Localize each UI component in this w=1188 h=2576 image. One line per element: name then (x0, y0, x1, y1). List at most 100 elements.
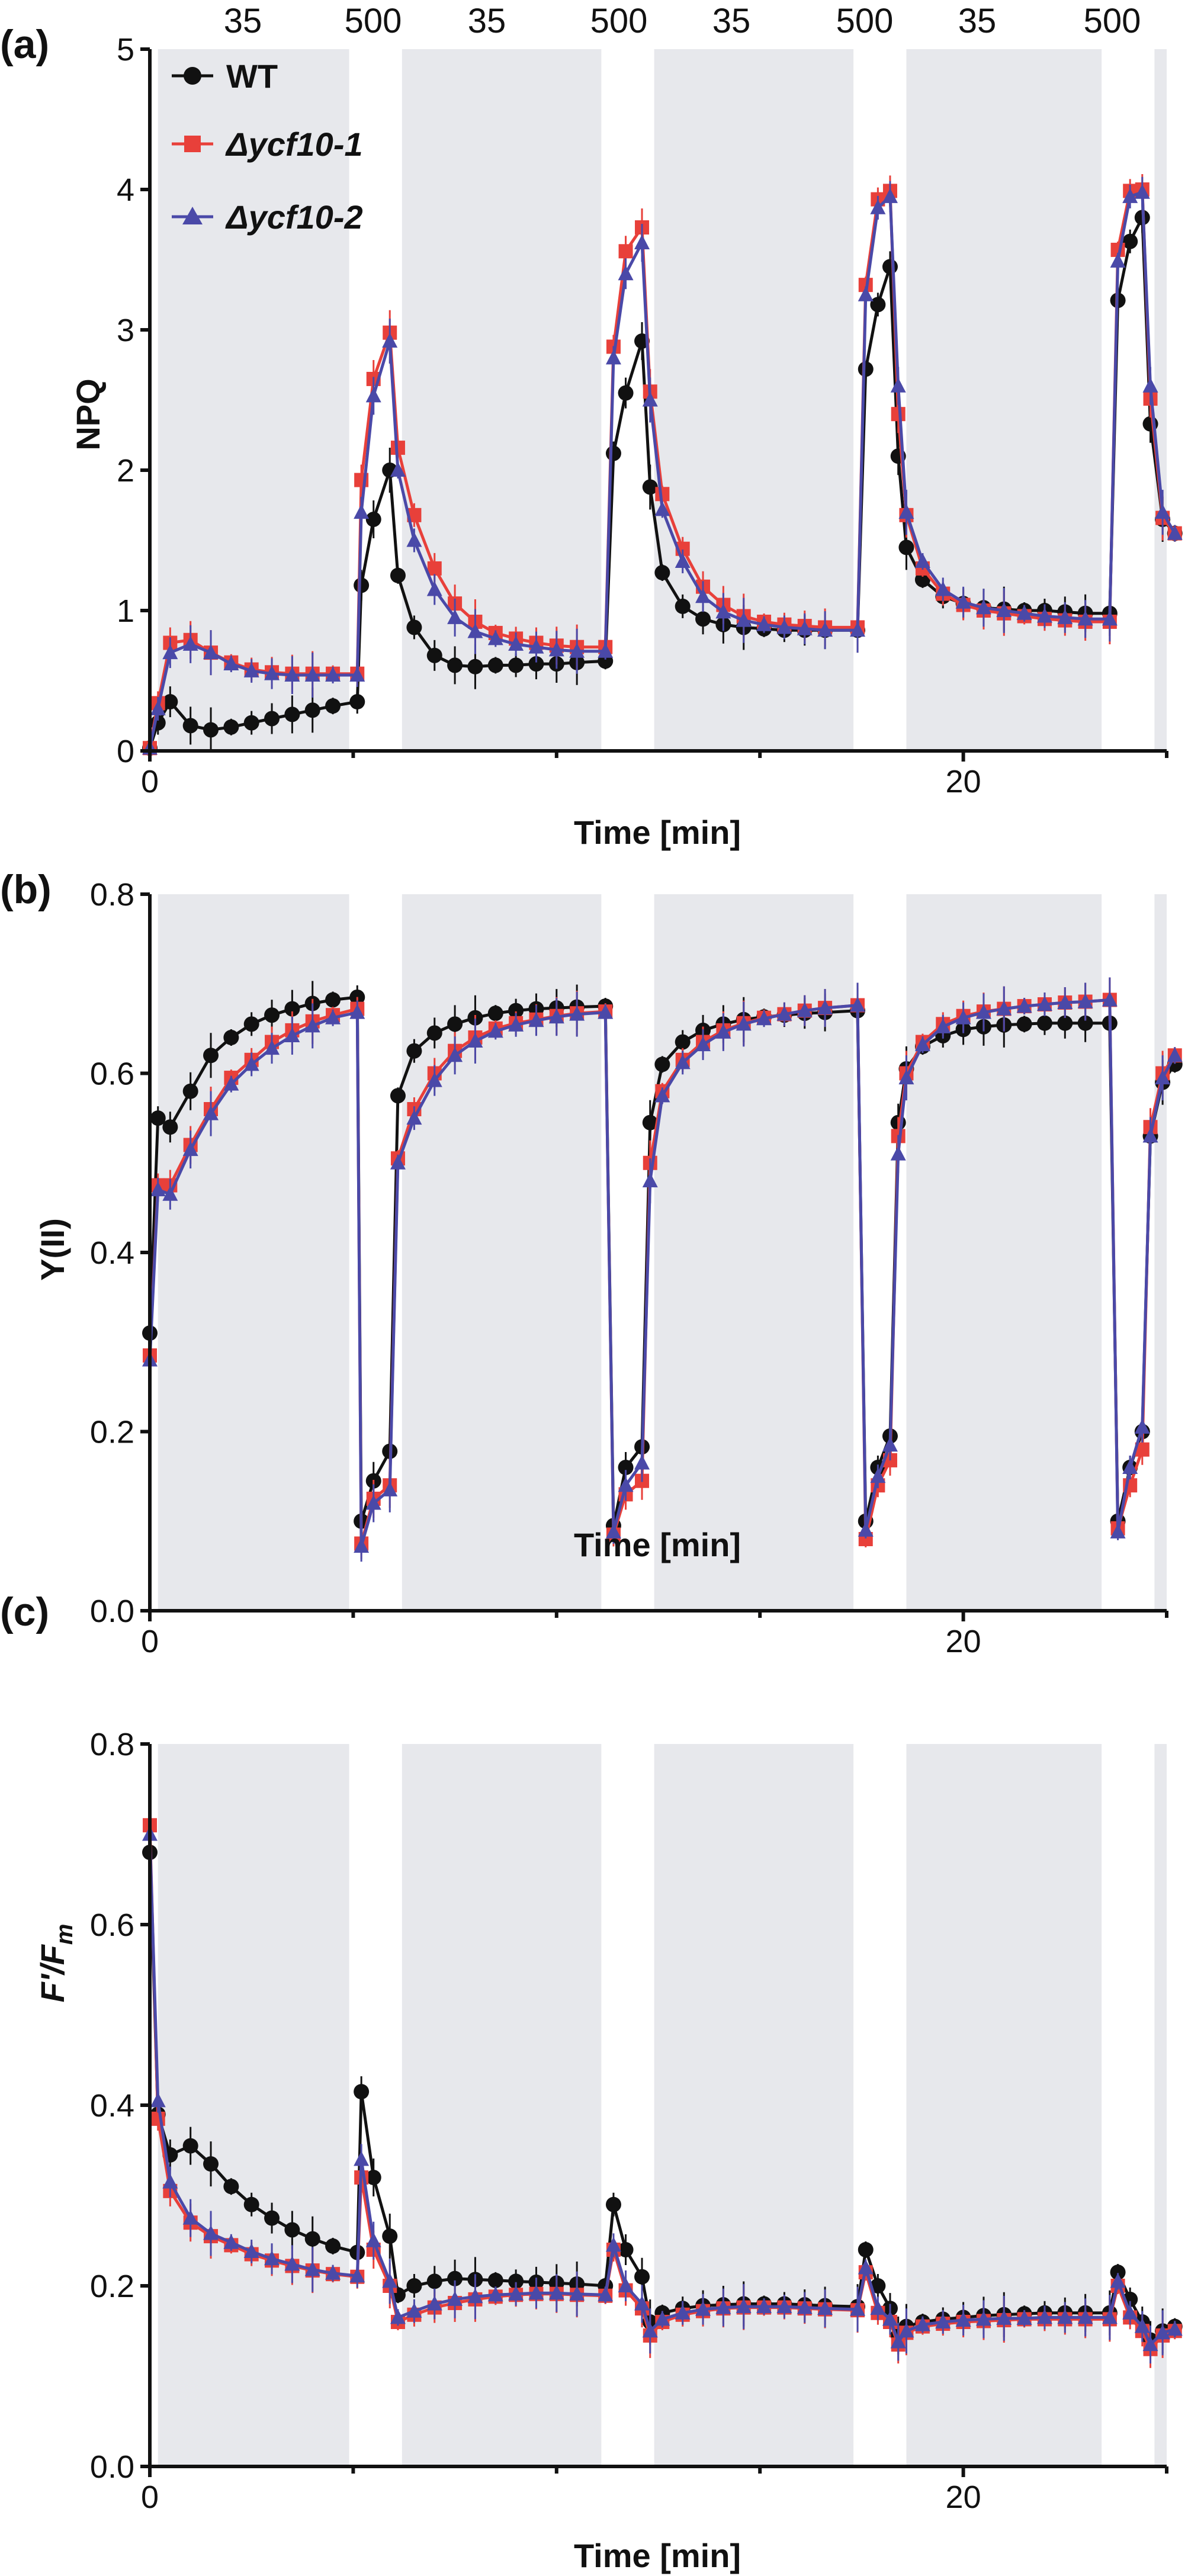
point-c-ycf10_2-50 (1016, 2310, 1032, 2325)
point-c-ycf10_2-35 (756, 2298, 772, 2314)
point-b-ycf10_2-30 (654, 1087, 670, 1103)
y-tick-label-c-0: 0.0 (90, 2449, 134, 2485)
point-b-ycf10_2-59 (1155, 1069, 1171, 1085)
x-axis-title-a: Time [min] (574, 814, 741, 851)
point-a-ycf10_2-13 (365, 387, 381, 403)
point-c-ycf10_2-44 (898, 2323, 914, 2338)
x-tick-label-c-0: 0 (141, 2479, 159, 2515)
x-tick-label-b-0: 0 (141, 1624, 159, 1659)
shaded-periods-c (158, 1744, 1167, 2466)
point-b-ycf10_2-33 (715, 1023, 731, 1039)
point-b-ycf10_2-40 (858, 1521, 874, 1537)
y-axis-title-c-sub: m (52, 1924, 78, 1945)
point-b-ycf10_2-38 (817, 1000, 833, 1015)
point-a-WT-30 (654, 565, 670, 581)
point-b-ycf10_2-23 (548, 1008, 564, 1024)
point-c-WT-13 (365, 2170, 381, 2185)
point-c-ycf10_2-48 (975, 2311, 991, 2326)
legend-label-ycf10-2: Δycf10-2 (225, 198, 363, 236)
y-tick-label-a-0: 0 (117, 734, 134, 769)
shade-b-tail (1154, 894, 1167, 1611)
shade-a-tail (1154, 49, 1167, 751)
point-b-ycf10_2-3 (182, 1141, 198, 1157)
y-tick-label-c-4: 0.8 (90, 1727, 134, 1762)
point-a-ycf10_2-16 (406, 532, 422, 547)
point-b-ycf10_2-36 (776, 1006, 792, 1021)
point-a-ycf10_2-25 (598, 643, 614, 658)
axes-a: 0 1 2 3 4 5 0 20 (117, 32, 1168, 799)
point-a-ycf10_2-23 (548, 641, 564, 657)
point-b-ycf10_2-25 (598, 1004, 614, 1019)
point-c-ycf10_2-23 (548, 2285, 564, 2300)
point-b-ycf10_2-35 (756, 1010, 772, 1026)
point-a-ycf10_2-56 (1122, 188, 1138, 203)
point-c-ycf10_2-30 (654, 2311, 670, 2326)
point-c-ycf10_2-2 (162, 2173, 178, 2189)
point-c-ycf10_1-1 (150, 2111, 165, 2126)
point-a-ycf10_2-6 (243, 662, 259, 677)
point-c-ycf10_2-26 (605, 2237, 621, 2252)
point-a-ycf10_2-4 (203, 644, 219, 660)
point-a-WT-15 (390, 567, 406, 583)
point-c-ycf10_2-27 (618, 2278, 634, 2292)
point-b-ycf10_2-44 (898, 1069, 914, 1085)
shade-a-4 (654, 49, 854, 751)
point-b-ycf10_2-34 (736, 1016, 752, 1031)
x-axis-title-c: Time [min] (574, 2537, 741, 2574)
point-b-ycf10_2-16 (406, 1110, 422, 1125)
point-c-ycf10_2-54 (1102, 2309, 1118, 2324)
point-b-WT-17 (426, 1025, 442, 1041)
shade-c-4 (654, 1744, 854, 2466)
point-a-WT-56 (1122, 233, 1138, 249)
point-b-ycf10_2-47 (955, 1009, 971, 1024)
y-tick-label-b-0: 0.0 (90, 1594, 134, 1629)
point-a-ycf10_2-43 (890, 377, 906, 393)
panel-letter-a: (a) (0, 22, 49, 67)
point-b-ycf10_2-2 (162, 1186, 178, 1201)
point-b-ycf10_2-39 (850, 997, 866, 1012)
y-tick-label-c-1: 0.2 (90, 2269, 134, 2304)
point-b-ycf10_2-60 (1167, 1047, 1183, 1062)
point-c-WT-41 (870, 2278, 886, 2294)
point-c-WT-14 (382, 2228, 398, 2244)
point-c-ycf10_2-43 (890, 2333, 906, 2349)
point-a-ycf10_2-30 (654, 501, 670, 516)
point-a-ycf10_2-15 (390, 462, 406, 477)
point-a-ycf10_2-33 (715, 603, 731, 619)
point-a-ycf10_2-12 (354, 504, 370, 519)
point-c-ycf10_2-36 (776, 2298, 792, 2314)
point-a-ycf10_2-60 (1167, 525, 1183, 540)
point-c-ycf10_2-32 (695, 2301, 711, 2316)
x-tick-label-c-1: 20 (946, 2479, 981, 2515)
point-b-ycf10_2-32 (695, 1036, 711, 1052)
point-c-ycf10_2-41 (870, 2300, 886, 2315)
point-a-ycf10_1-17 (427, 561, 442, 576)
point-a-WT-17 (426, 647, 442, 663)
point-c-WT-27 (618, 2242, 634, 2257)
point-a-ycf10_2-21 (508, 635, 524, 651)
point-a-WT-6 (243, 715, 259, 731)
point-a-ycf10_2-35 (756, 616, 772, 631)
point-c-ycf10_2-33 (715, 2299, 731, 2314)
point-b-WT-31 (675, 1034, 691, 1050)
point-b-ycf10_2-22 (528, 1012, 544, 1027)
point-a-WT-12 (354, 577, 370, 593)
point-a-ycf10_2-26 (605, 349, 621, 365)
point-a-ycf10_2-18 (447, 609, 463, 624)
point-a-ycf10_2-3 (182, 635, 198, 651)
point-c-ycf10_2-14 (382, 2273, 398, 2288)
point-a-ycf10_2-34 (736, 612, 752, 627)
point-a-ycf10_2-11 (349, 667, 365, 682)
point-a-WT-22 (528, 656, 544, 672)
point-c-WT-6 (243, 2196, 259, 2212)
point-c-ycf10_2-12 (354, 2151, 370, 2166)
point-c-ycf10_2-51 (1036, 2309, 1052, 2324)
shade-a-6 (906, 49, 1102, 751)
point-a-ycf10_2-38 (817, 622, 833, 637)
point-a-WT-40 (858, 361, 874, 377)
point-b-ycf10_2-11 (349, 1004, 365, 1019)
y-tick-label-b-3: 0.6 (90, 1056, 134, 1092)
point-c-ycf10_2-10 (325, 2265, 341, 2280)
x-tick-label-a-1: 20 (946, 764, 981, 799)
point-a-WT-2 (162, 694, 178, 710)
